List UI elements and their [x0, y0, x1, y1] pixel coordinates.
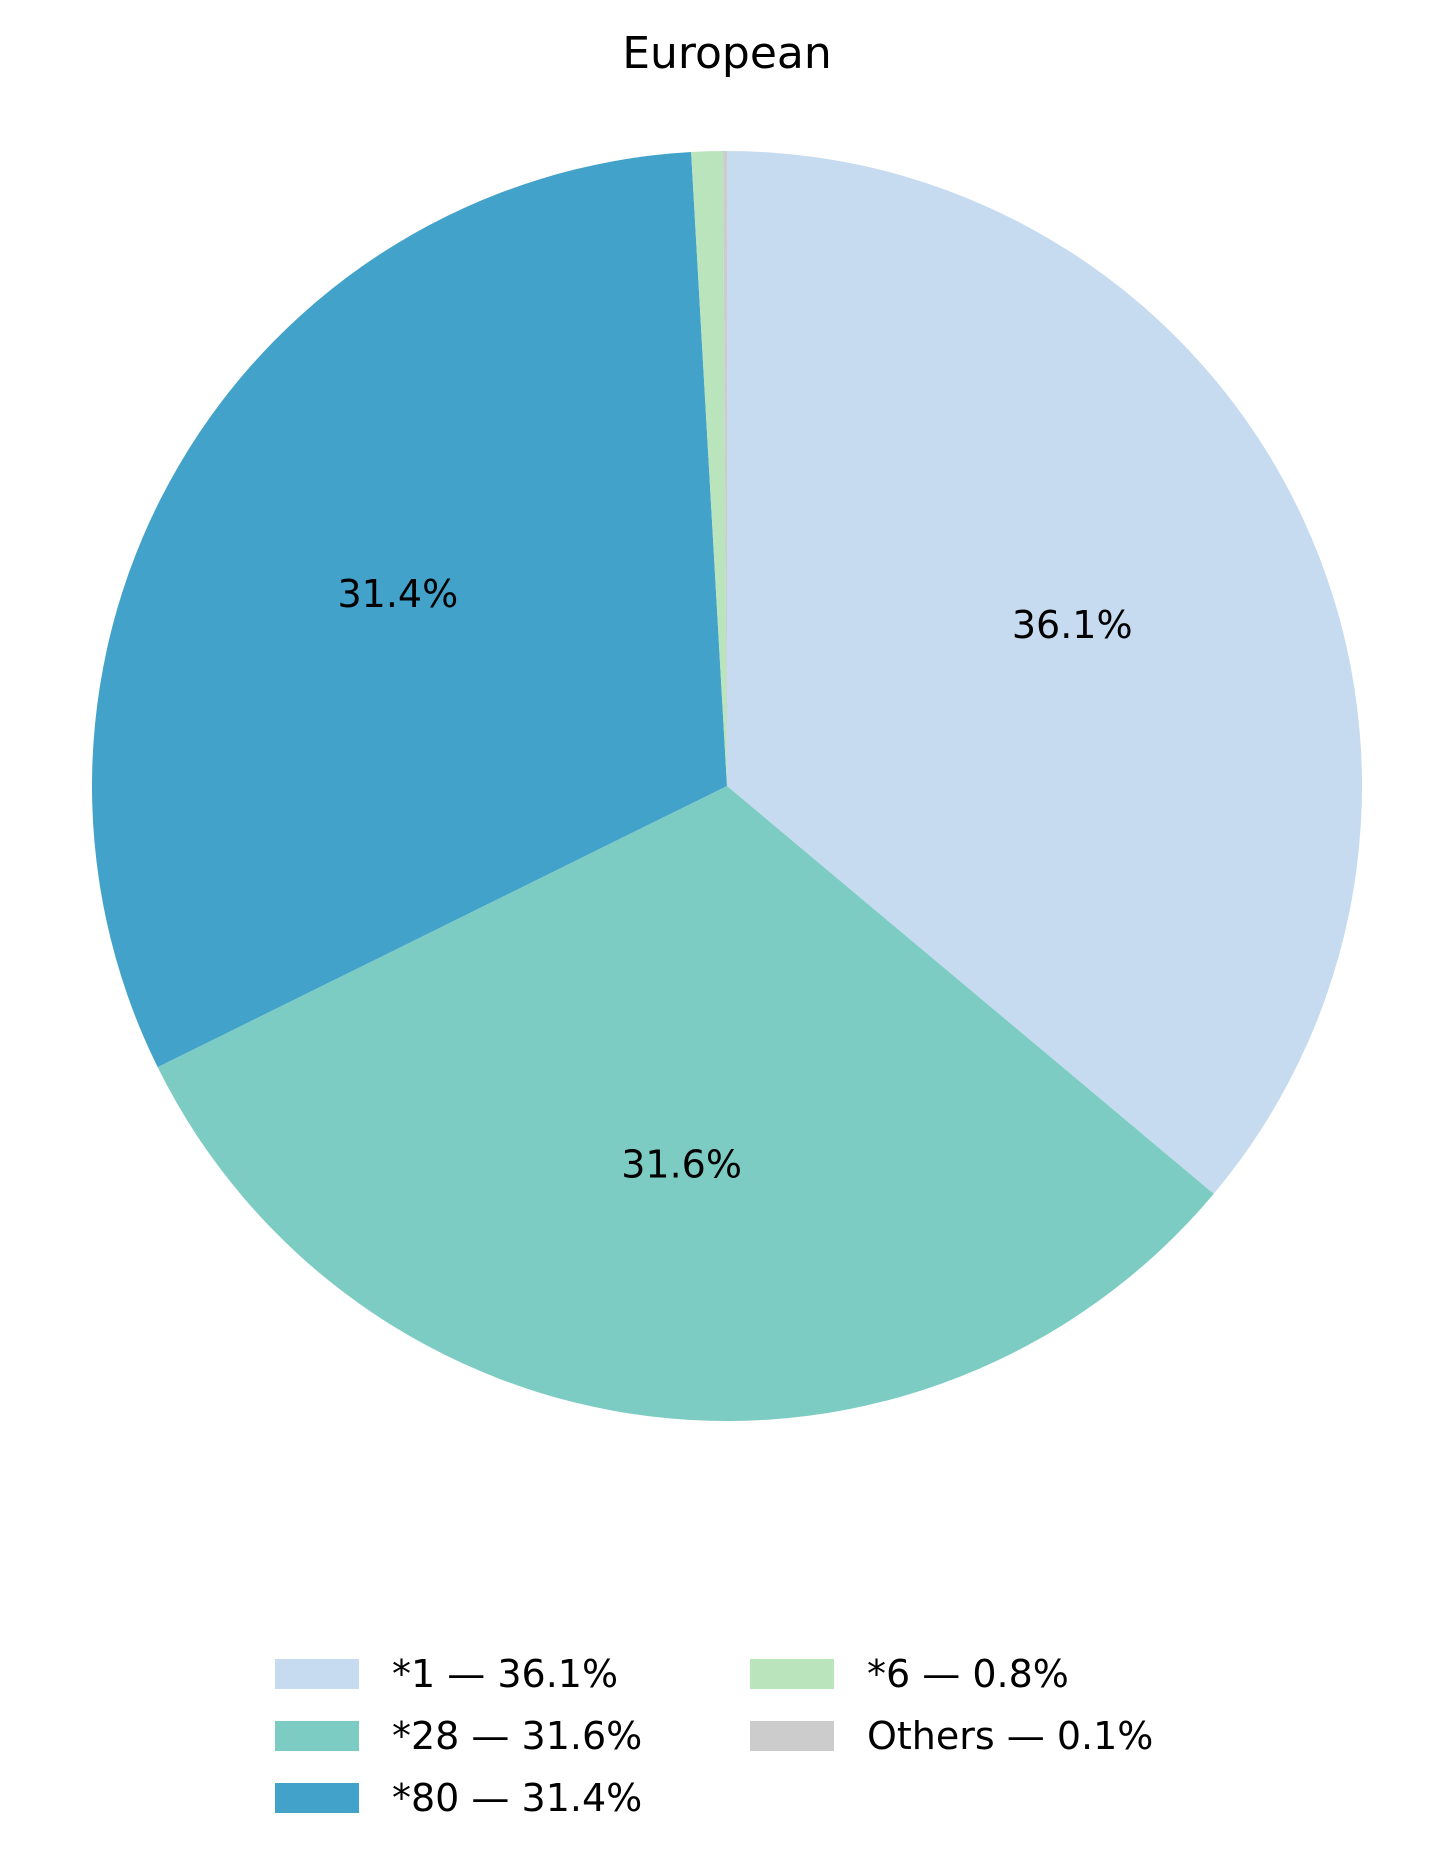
legend-label: *80 — 31.4% — [392, 1776, 642, 1820]
pie-percent-label: 31.4% — [337, 572, 458, 616]
pie-slice-28 — [157, 786, 1214, 1421]
legend-label: *28 — 31.6% — [392, 1714, 642, 1758]
legend-label: *6 — 0.8% — [867, 1652, 1069, 1696]
legend: *1 — 36.1% *28 — 31.6% *80 — 31.4% *6 — 0.8… — [275, 1652, 1153, 1820]
legend-swatch — [275, 1721, 359, 1751]
legend-label: Others — 0.1% — [867, 1714, 1153, 1758]
pie-slices — [91, 151, 1363, 1421]
pie-slice-1 — [727, 151, 1363, 1194]
pie-slice-others — [723, 151, 727, 786]
pie-percent-label: 36.1% — [1012, 603, 1133, 647]
pie-percent-labels: 36.1% 31.6% 31.4% — [337, 572, 1132, 1186]
pie-percent-label: 31.6% — [621, 1142, 742, 1186]
pie-slice-80 — [91, 152, 728, 1068]
legend-swatch — [750, 1659, 834, 1689]
legend-swatch — [275, 1783, 359, 1813]
legend-label: *1 — 36.1% — [392, 1652, 618, 1696]
chart-title: European — [622, 28, 832, 79]
pie-slice-6 — [691, 151, 727, 787]
legend-swatch — [750, 1721, 834, 1751]
legend-swatch — [275, 1659, 359, 1689]
